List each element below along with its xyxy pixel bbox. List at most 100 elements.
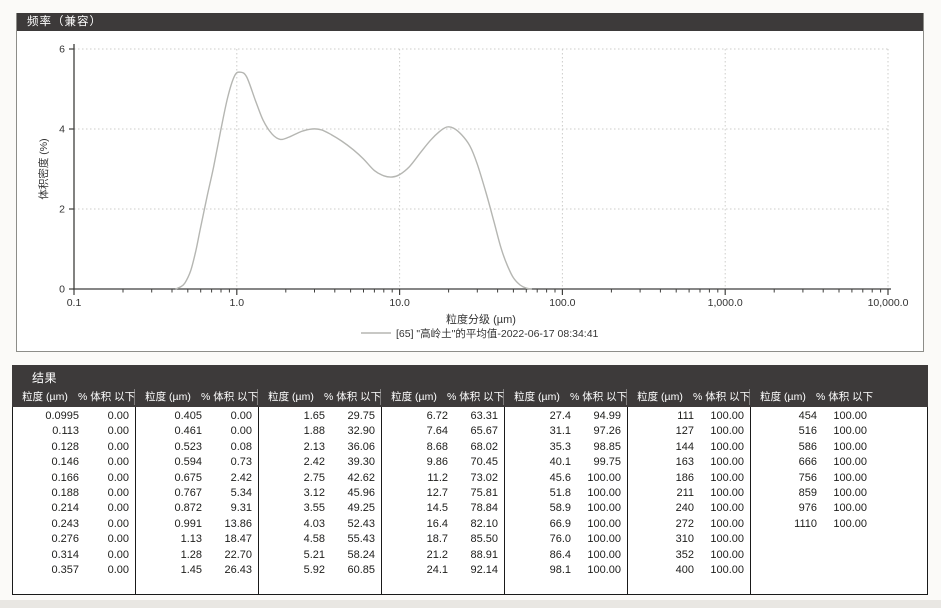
cell-pct: 0.00: [107, 425, 129, 438]
cell-size: 27.4: [549, 410, 571, 422]
results-column-group: 0.405 0.00 0.461 0.00 0.523 0.08 0.594 0.73 0.67…: [136, 407, 259, 594]
cell-pct: 13.86: [224, 517, 252, 530]
frequency-panel: 频率（兼容） 0 2 4 6 0.1 1.0 10.0 100.0 1,000.0 10,000.…: [16, 13, 924, 352]
y-tick-label: 0: [59, 284, 65, 296]
cell-pct: 0.00: [107, 563, 129, 576]
table-row: 756 100.00: [751, 471, 927, 486]
table-row: 2.13 36.06: [259, 440, 381, 455]
cell-pct: 100.00: [710, 410, 744, 422]
cell-size: 0.767: [174, 486, 202, 499]
table-row: 3.55 49.25: [259, 501, 381, 516]
cell-pct: 97.26: [593, 425, 621, 438]
cell-size: 1.88: [303, 425, 325, 438]
cell-pct: 32.90: [347, 425, 375, 438]
table-row: 0.276 0.00: [13, 532, 135, 547]
table-row: 58.9 100.00: [505, 501, 627, 516]
cell-pct: 0.08: [230, 440, 252, 453]
table-row: 1.45 26.43: [136, 563, 258, 578]
table-row: 4.58 55.43: [259, 532, 381, 547]
cell-size: 352: [675, 548, 694, 561]
cell-pct: 65.67: [470, 425, 498, 438]
cell-pct: 100.00: [833, 456, 867, 469]
cell-pct: 100.00: [587, 517, 621, 530]
col-header-pct: % 体积 以下: [816, 391, 874, 403]
col-header-pct: % 体积 以下: [324, 391, 382, 403]
cell-size: 1.65: [303, 410, 325, 422]
chart-legend: [65] "高岭土"的平均值-2022-06-17 08:34:41: [361, 327, 599, 340]
table-row: 0.675 2.42: [136, 471, 258, 486]
cell-pct: 0.00: [230, 410, 252, 422]
cell-pct: 100.00: [587, 502, 621, 515]
table-row: 400 100.00: [628, 563, 750, 578]
frequency-panel-title: 频率（兼容）: [27, 16, 102, 28]
cell-pct: 49.25: [347, 502, 375, 515]
table-row: 0.991 13.86: [136, 517, 258, 532]
cell-size: 0.872: [174, 502, 202, 515]
cell-size: 859: [798, 486, 817, 499]
frequency-panel-titlebar: 频率（兼容）: [17, 13, 923, 31]
table-row: 111 100.00: [628, 409, 750, 424]
results-panel: 结果 粒度 (µm)% 体积 以下 粒度 (µm)% 体积 以下 粒度 (µm)% …: [12, 365, 928, 596]
cell-size: 2.42: [303, 456, 325, 469]
cell-size: 2.75: [303, 471, 325, 484]
cell-pct: 100.00: [710, 486, 744, 499]
cell-pct: 75.81: [470, 486, 498, 499]
cell-pct: 18.47: [224, 533, 252, 546]
table-row: 12.7 75.81: [382, 486, 504, 501]
cell-pct: 100.00: [587, 563, 621, 576]
cell-size: 144: [675, 440, 694, 453]
cell-size: 24.1: [426, 563, 448, 576]
results-header-group: 粒度 (µm) % 体积 以下: [627, 388, 751, 405]
cell-pct: 0.00: [107, 486, 129, 499]
cell-size: 0.146: [51, 456, 79, 469]
table-row: 310 100.00: [628, 532, 750, 547]
table-row: 1110 100.00: [751, 517, 927, 532]
col-header-size: 粒度 (µm): [268, 391, 314, 403]
cell-size: 0.594: [174, 456, 202, 469]
table-row: 35.3 98.85: [505, 440, 627, 455]
cell-size: 3.12: [303, 486, 325, 499]
results-column-headers: 粒度 (µm)% 体积 以下 粒度 (µm)% 体积 以下 粒度 (µm)% 体积 …: [12, 387, 928, 406]
col-header-size: 粒度 (µm): [760, 391, 806, 403]
table-row: 9.86 70.45: [382, 455, 504, 470]
cell-pct: 26.43: [224, 563, 252, 576]
table-row: 0.461 0.00: [136, 424, 258, 439]
table-row: 98.1 100.00: [505, 563, 627, 578]
cell-size: 0.128: [51, 440, 79, 453]
cell-pct: 52.43: [347, 517, 375, 530]
table-row: 0.243 0.00: [13, 517, 135, 532]
cell-size: 0.166: [51, 471, 79, 484]
cell-size: 0.314: [51, 548, 79, 561]
col-header-size: 粒度 (µm): [391, 391, 437, 403]
table-row: 14.5 78.84: [382, 501, 504, 516]
cell-size: 9.86: [426, 456, 448, 469]
x-tick-label: 0.1: [67, 297, 82, 309]
cell-size: 58.9: [549, 502, 571, 515]
cell-size: 40.1: [549, 456, 571, 469]
results-header: 结果 粒度 (µm)% 体积 以下 粒度 (µm)% 体积 以下 粒度 (µm)% …: [12, 365, 928, 407]
cell-pct: 42.62: [347, 471, 375, 484]
col-header-pct: % 体积 以下: [693, 391, 751, 403]
cell-pct: 100.00: [587, 486, 621, 499]
table-row: 240 100.00: [628, 501, 750, 516]
table-row: 163 100.00: [628, 455, 750, 470]
cell-pct: 100.00: [833, 471, 867, 484]
table-row: 7.64 65.67: [382, 424, 504, 439]
cell-pct: 0.00: [107, 502, 129, 515]
cell-pct: 0.00: [107, 410, 129, 422]
table-row: 586 100.00: [751, 440, 927, 455]
cell-pct: 100.00: [587, 471, 621, 484]
cell-size: 0.357: [51, 563, 79, 576]
cell-size: 11.2: [427, 471, 448, 484]
cell-pct: 100.00: [710, 533, 744, 546]
cell-size: 51.8: [549, 486, 571, 499]
table-row: 0.128 0.00: [13, 440, 135, 455]
y-axis-label: 体积密度 (%): [37, 138, 50, 199]
table-row: 86.4 100.00: [505, 548, 627, 563]
cell-size: 0.243: [51, 517, 79, 530]
table-row: 24.1 92.14: [382, 563, 504, 578]
cell-size: 35.3: [549, 440, 571, 453]
cell-size: 76.0: [549, 533, 571, 546]
y-tick-label: 6: [59, 44, 65, 56]
legend-label: [65] "高岭土"的平均值-2022-06-17 08:34:41: [396, 327, 599, 340]
